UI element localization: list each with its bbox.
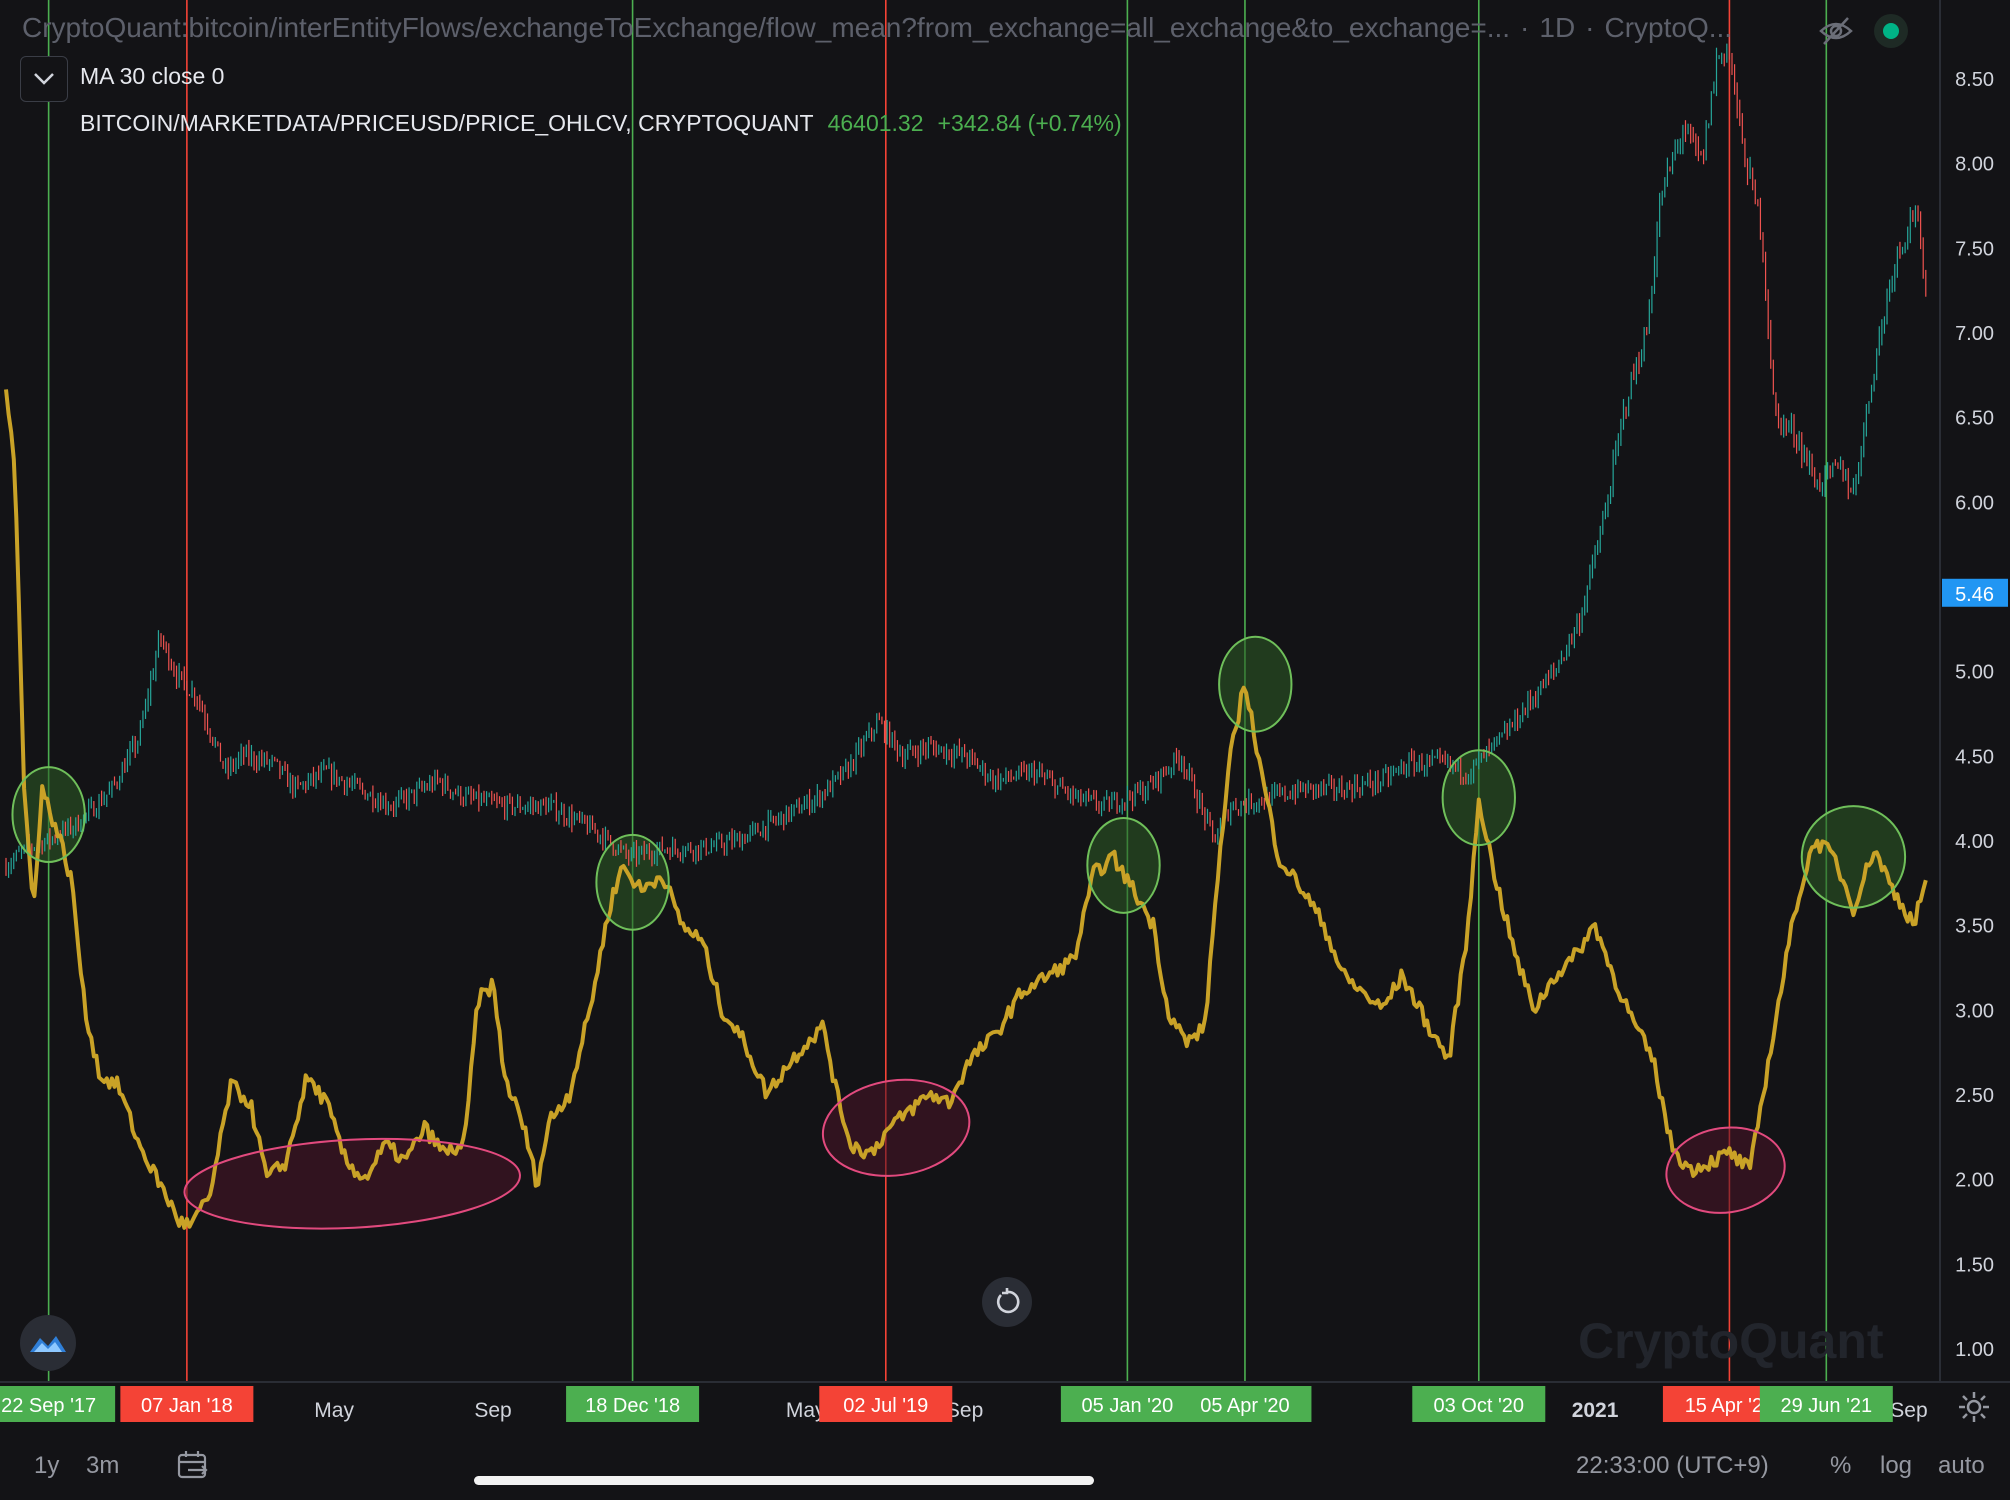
date-marker-tag — [1060, 1386, 1194, 1422]
annotation-ellipse-outline-red — [821, 1078, 971, 1177]
cryptoquant-logo-button[interactable] — [20, 1315, 76, 1371]
date-marker-label: 05 Apr '20 — [1200, 1395, 1289, 1417]
date-marker-label: 18 Dec '18 — [585, 1395, 680, 1417]
annotation-ellipse-outline-green — [1441, 749, 1516, 847]
flow-mean-line — [4, 389, 1928, 1230]
title-interval: 1D — [1539, 12, 1576, 43]
cryptoquant-logo-icon — [30, 1336, 66, 1352]
reset-icon — [996, 1288, 1020, 1314]
y-tick-label: 4.50 — [1955, 746, 1994, 768]
annotation-ellipse-red — [822, 1079, 970, 1176]
y-tick-label: 2.00 — [1955, 1170, 1994, 1192]
settings-icon[interactable] — [1956, 1389, 1992, 1425]
annotation-ellipse-outline-red — [183, 1137, 521, 1230]
title-separator: · — [1585, 12, 1595, 43]
bottom-toolbar: 1y 3m 22:33:00 (UTC+9) % log auto — [0, 1438, 2010, 1500]
flow-line-series — [4, 389, 1928, 1230]
annotation-ellipse-red — [184, 1138, 520, 1229]
y-tick-label: 8.00 — [1955, 154, 1994, 176]
ma-legend[interactable]: MA 30 close 0 — [80, 63, 225, 89]
date-marker-tag — [0, 1386, 116, 1422]
eye-hidden-icon[interactable] — [1818, 14, 1854, 48]
title-symbol: CryptoQuant:bitcoin/interEntityFlows/exc… — [22, 12, 1511, 43]
x-tick-label: 2021 — [1572, 1399, 1619, 1422]
y-tick-label: 2.50 — [1955, 1085, 1994, 1107]
y-tick-label: 4.00 — [1955, 831, 1994, 853]
time-display[interactable]: 22:33:00 (UTC+9) — [1576, 1452, 1769, 1479]
x-tick-label: May — [786, 1399, 826, 1422]
annotation-ellipse-outline-green — [595, 833, 670, 931]
x-tick-label: Sep — [946, 1399, 983, 1422]
annotation-ellipse-outline-green — [1086, 816, 1161, 914]
price-legend[interactable]: BITCOIN/MARKETDATA/PRICEUSD/PRICE_OHLCV,… — [80, 110, 1122, 137]
y-tick-label: 7.00 — [1955, 323, 1994, 345]
series-name: BITCOIN/MARKETDATA/PRICEUSD/PRICE_OHLCV,… — [80, 110, 814, 136]
date-marker-label: 03 Oct '20 — [1434, 1395, 1525, 1417]
date-marker-tag — [120, 1386, 254, 1422]
date-marker-label: 02 Jul '19 — [843, 1395, 928, 1417]
current-value-label: 5.46 — [1955, 584, 1994, 606]
y-tick-label: 3.50 — [1955, 916, 1994, 938]
y-tick-label: 6.00 — [1955, 492, 1994, 514]
series-last-value: 46401.32 — [827, 110, 924, 136]
annotation-ellipse-outlines — [11, 635, 1907, 1230]
status-dot[interactable] — [1874, 14, 1908, 48]
watermark: CryptoQuant — [1578, 1313, 1884, 1369]
x-tick-label: Sep — [1890, 1399, 1927, 1422]
series-change: +342.84 (+0.74%) — [937, 110, 1122, 136]
annotation-ellipse-outline-red — [1665, 1126, 1786, 1214]
date-marker-label: 22 Sep '17 — [1, 1395, 96, 1417]
axes-layer: 8.508.007.507.006.506.005.505.004.504.00… — [0, 0, 2010, 1422]
date-marker-labels: 22 Sep '17 07 Jan '18 18 Dec '18 02 Jul '19… — [0, 1386, 1893, 1422]
y-tick-label: 5.00 — [1955, 662, 1994, 684]
calendar-range-icon[interactable] — [176, 1450, 210, 1482]
annotation-ellipse-outline-green — [1218, 635, 1293, 733]
range-3m-button[interactable]: 3m — [86, 1452, 120, 1479]
date-marker-label: 05 Jan '20 — [1082, 1395, 1174, 1417]
date-marker-tag — [1759, 1386, 1893, 1422]
y-tick-label: 7.50 — [1955, 238, 1994, 260]
title-separator: · — [1520, 12, 1530, 43]
annotation-ellipse-red — [1666, 1127, 1785, 1213]
title-source: CryptoQ... — [1604, 12, 1733, 43]
candle-series — [5, 34, 1927, 878]
annotation-ellipse-outline-green — [11, 766, 86, 864]
y-tick-label: 3.00 — [1955, 1000, 1994, 1022]
home-indicator — [474, 1476, 1094, 1485]
range-1y-button[interactable]: 1y — [34, 1452, 60, 1479]
date-marker-label: 15 Apr '21 — [1685, 1395, 1774, 1417]
y-tick-label: 8.50 — [1955, 69, 1994, 91]
annotation-ellipse-green — [1801, 806, 1906, 908]
date-marker-label: 29 Jun '21 — [1780, 1395, 1872, 1417]
legend-collapse-button[interactable] — [20, 56, 68, 102]
percent-toggle[interactable]: % — [1830, 1452, 1852, 1479]
y-tick-label: 6.50 — [1955, 408, 1994, 430]
current-value-tag — [1942, 578, 2008, 607]
x-tick-label: Sep — [474, 1399, 511, 1422]
chart-title: CryptoQuant:bitcoin/interEntityFlows/exc… — [22, 12, 1732, 44]
annotation-ellipse-outline-green — [1800, 805, 1907, 909]
y-tick-label: 1.50 — [1955, 1254, 1994, 1276]
reset-chart-button[interactable] — [982, 1277, 1032, 1327]
x-tick-label: May — [314, 1399, 354, 1422]
date-marker-tag — [819, 1386, 953, 1422]
date-marker-tag — [1412, 1386, 1546, 1422]
date-marker-tag — [1178, 1386, 1312, 1422]
annotation-ellipse-green — [1219, 636, 1292, 732]
auto-toggle[interactable]: auto — [1938, 1452, 1985, 1479]
date-marker-tag — [566, 1386, 700, 1422]
chevron-down-icon — [34, 73, 54, 85]
date-marker-label: 07 Jan '18 — [141, 1395, 233, 1417]
log-toggle[interactable]: log — [1880, 1452, 1913, 1479]
y-tick-label: 1.00 — [1955, 1339, 1994, 1361]
